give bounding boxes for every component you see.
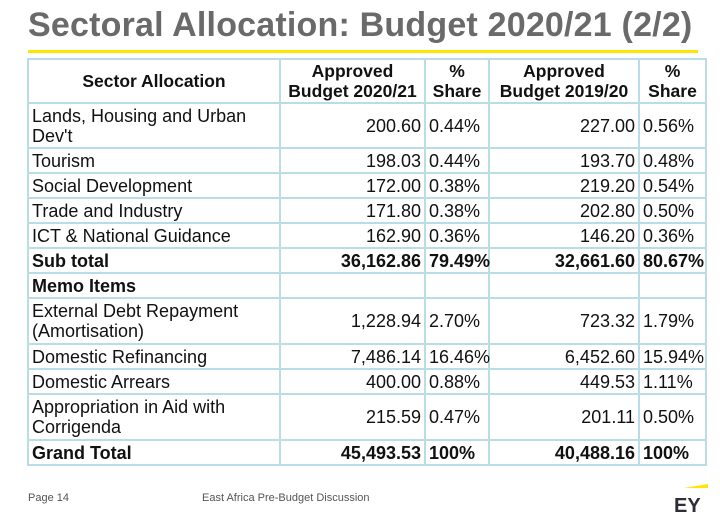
memo-items-row: Memo Items: [27, 272, 707, 299]
sector-cell: Appropriation in Aid with Corrigenda: [27, 393, 281, 441]
budget-2020-21-cell: 400.00: [279, 368, 426, 395]
share-2020-21-cell: 0.38%: [424, 172, 490, 199]
budget-2020-21-cell: 45,493.53: [279, 439, 426, 466]
share-2019-20-cell: 100%: [638, 439, 707, 466]
share-2019-20-cell: 0.36%: [638, 222, 707, 249]
header-approved-2020-21: Approved Budget 2020/21: [279, 58, 426, 104]
table-row: External Debt Repayment (Amortisation) 1…: [27, 297, 707, 345]
table-row: Lands, Housing and Urban Dev't 200.60 0.…: [27, 102, 707, 149]
share-2020-21-cell: 0.44%: [424, 102, 490, 149]
header-share-2019-20: % Share: [638, 58, 707, 104]
sector-cell: Social Development: [27, 172, 281, 199]
header-share-2019-20-line1: %: [664, 61, 681, 81]
header-share-2020-21: % Share: [424, 58, 490, 104]
share-2019-20-cell: 0.54%: [638, 172, 707, 199]
share-2019-20-cell: 1.79%: [638, 297, 707, 345]
ey-logo: EY: [674, 484, 708, 514]
budget-2019-20-cell: [488, 272, 640, 299]
grand-total-row: Grand Total 45,493.53 100% 40,488.16 100…: [27, 439, 707, 466]
budget-2020-21-cell: 162.90: [279, 222, 426, 249]
budget-2020-21-cell: 200.60: [279, 102, 426, 149]
page-number: Page 14: [28, 492, 69, 504]
table-row: Appropriation in Aid with Corrigenda 215…: [27, 393, 707, 441]
sector-cell: ICT & National Guidance: [27, 222, 281, 249]
page-title: Sectoral Allocation: Budget 2020/21 (2/2…: [28, 6, 693, 44]
subtotal-row: Sub total 36,162.86 79.49% 32,661.60 80.…: [27, 247, 707, 274]
header-share-2019-20-line2: Share: [648, 81, 697, 101]
sector-cell: Tourism: [27, 147, 281, 174]
budget-2019-20-cell: 202.80: [488, 197, 640, 224]
share-2020-21-cell: 0.47%: [424, 393, 490, 441]
budget-2020-21-cell: 1,228.94: [279, 297, 426, 345]
footer-caption: East Africa Pre-Budget Discussion: [202, 492, 370, 504]
table-row: Tourism 198.03 0.44% 193.70 0.48%: [27, 147, 707, 174]
allocation-table-container: Sector Allocation Approved Budget 2020/2…: [27, 58, 707, 466]
header-sector: Sector Allocation: [27, 58, 281, 104]
sector-cell: Sub total: [27, 247, 281, 274]
table-row: Trade and Industry 171.80 0.38% 202.80 0…: [27, 197, 707, 224]
header-share-2020-21-line1: %: [449, 61, 465, 81]
budget-2019-20-cell: 219.20: [488, 172, 640, 199]
share-2020-21-cell: 0.36%: [424, 222, 490, 249]
sector-cell: Lands, Housing and Urban Dev't: [27, 102, 281, 149]
budget-2020-21-cell: [279, 272, 426, 299]
share-2019-20-cell: 15.94%: [638, 343, 707, 370]
ey-logo-letters: EY: [674, 495, 701, 514]
header-share-2020-21-line2: Share: [432, 81, 482, 101]
share-2020-21-cell: 0.88%: [424, 368, 490, 395]
header-approved-2019-20-line2: Budget 2019/20: [499, 81, 629, 101]
table-row: Domestic Arrears 400.00 0.88% 449.53 1.1…: [27, 368, 707, 395]
share-2020-21-cell: 79.49%: [424, 247, 490, 274]
budget-2019-20-cell: 723.32: [488, 297, 640, 345]
allocation-table: Sector Allocation Approved Budget 2020/2…: [27, 58, 707, 466]
share-2019-20-cell: 0.50%: [638, 197, 707, 224]
share-2020-21-cell: 0.44%: [424, 147, 490, 174]
share-2019-20-cell: 0.50%: [638, 393, 707, 441]
table-header-row: Sector Allocation Approved Budget 2020/2…: [27, 58, 707, 104]
budget-2020-21-cell: 36,162.86: [279, 247, 426, 274]
budget-2019-20-cell: 193.70: [488, 147, 640, 174]
budget-2019-20-cell: 201.11: [488, 393, 640, 441]
header-approved-2020-21-line2: Budget 2020/21: [288, 81, 417, 101]
budget-2019-20-cell: 146.20: [488, 222, 640, 249]
header-approved-2019-20: Approved Budget 2019/20: [488, 58, 640, 104]
budget-2019-20-cell: 6,452.60: [488, 343, 640, 370]
share-2019-20-cell: 0.48%: [638, 147, 707, 174]
sector-cell: Trade and Industry: [27, 197, 281, 224]
header-approved-2020-21-line1: Approved: [311, 61, 394, 81]
sector-cell: Grand Total: [27, 439, 281, 466]
ey-logo-beam: [684, 484, 708, 488]
share-2019-20-cell: 1.11%: [638, 368, 707, 395]
share-2020-21-cell: [424, 272, 490, 299]
budget-2019-20-cell: 449.53: [488, 368, 640, 395]
share-2020-21-cell: 0.38%: [424, 197, 490, 224]
budget-2020-21-cell: 7,486.14: [279, 343, 426, 370]
budget-2019-20-cell: 40,488.16: [488, 439, 640, 466]
table-row: Social Development 172.00 0.38% 219.20 0…: [27, 172, 707, 199]
sector-cell: Memo Items: [27, 272, 281, 299]
budget-2019-20-cell: 227.00: [488, 102, 640, 149]
budget-2020-21-cell: 171.80: [279, 197, 426, 224]
table-row: Domestic Refinancing 7,486.14 16.46% 6,4…: [27, 343, 707, 370]
sector-cell: Domestic Arrears: [27, 368, 281, 395]
sector-cell: External Debt Repayment (Amortisation): [27, 297, 281, 345]
share-2020-21-cell: 16.46%: [424, 343, 490, 370]
header-approved-2019-20-line1: Approved: [523, 61, 605, 81]
budget-2020-21-cell: 215.59: [279, 393, 426, 441]
share-2020-21-cell: 2.70%: [424, 297, 490, 345]
budget-2019-20-cell: 32,661.60: [488, 247, 640, 274]
title-underline: [28, 50, 698, 53]
sector-cell: Domestic Refinancing: [27, 343, 281, 370]
table-row: ICT & National Guidance 162.90 0.36% 146…: [27, 222, 707, 249]
budget-2020-21-cell: 172.00: [279, 172, 426, 199]
share-2019-20-cell: 0.56%: [638, 102, 707, 149]
share-2019-20-cell: 80.67%: [638, 247, 707, 274]
budget-2020-21-cell: 198.03: [279, 147, 426, 174]
share-2019-20-cell: [638, 272, 707, 299]
share-2020-21-cell: 100%: [424, 439, 490, 466]
